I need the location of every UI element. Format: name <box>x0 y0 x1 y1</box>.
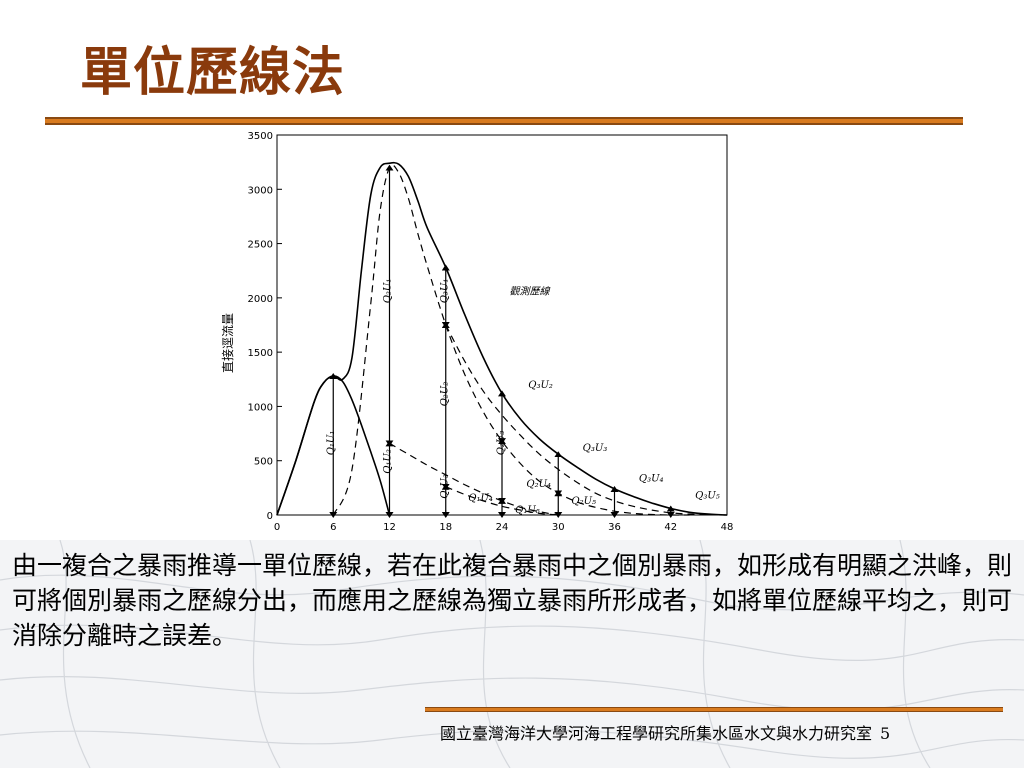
x-tick-label: 48 <box>721 522 734 533</box>
curve-annotations: 觀測歷線 Q₁U₁ Q₂U₁ Q₁U₂ Q₃U₁ Q₂U₂ Q₁U₃ Q₂U₃ Q₃U₂ Q₃U₃… <box>326 279 720 516</box>
curve-label: Q₃U₃ <box>583 443 608 454</box>
ordinate-arrows <box>329 164 675 518</box>
curve-label: Q₂U₄ <box>526 479 551 490</box>
x-tick-label: 36 <box>608 522 621 533</box>
footer-divider <box>425 707 1003 712</box>
component-label: Q₂U₁ <box>382 279 393 304</box>
curve-label: Q₂U₅ <box>571 496 596 507</box>
x-tick-label: 24 <box>496 522 509 533</box>
series-line <box>389 442 559 516</box>
x-axis-ticks: 0 6 12 18 24 30 36 42 48 <box>274 510 734 533</box>
curve-label: Q₃U₄ <box>639 473 664 484</box>
y-axis-ticks: 0 500 1000 1500 2000 2500 3000 3500 <box>248 131 282 522</box>
y-tick-label: 500 <box>254 457 273 468</box>
curve-label: Q₃U₅ <box>695 491 720 502</box>
footer-institution: 國立臺灣海洋大學河海工程學研究所集水區水文與水力研究室 <box>440 724 873 743</box>
series-group <box>276 161 728 516</box>
component-label: Q₂U₂ <box>440 382 451 407</box>
y-tick-label: 0 <box>267 511 273 522</box>
page-number: 5 <box>880 724 891 743</box>
slide-title: 單位歷線法 <box>80 42 346 103</box>
component-label: Q₁U₂ <box>382 449 393 474</box>
y-axis-label: 直接逕流量 <box>220 313 235 373</box>
y-tick-label: 2500 <box>248 240 273 251</box>
slide-body: 由一複合之暴雨推導一單位歷線，若在此複合暴雨中之個別暴雨，如形成有明顯之洪峰，則… <box>12 551 1013 650</box>
curve-label: Q₁U₅ <box>515 505 540 516</box>
title-divider <box>45 117 963 125</box>
series-line <box>276 161 728 516</box>
sketch-lines <box>0 540 1024 768</box>
x-tick-label: 0 <box>274 522 280 533</box>
series-line <box>445 324 728 516</box>
series-line <box>332 164 690 516</box>
y-tick-label: 1000 <box>248 402 273 413</box>
series-line <box>445 486 559 516</box>
background-sketch <box>0 540 1024 768</box>
y-tick-label: 1500 <box>248 348 273 359</box>
x-tick-label: 12 <box>383 522 396 533</box>
y-tick-label: 3500 <box>248 131 273 142</box>
component-label: Q₁U₃ <box>440 474 451 499</box>
x-tick-label: 42 <box>664 522 677 533</box>
curve-label: Q₃U₂ <box>528 380 553 391</box>
y-tick-label: 3000 <box>248 185 273 196</box>
slide-footer: 國立臺灣海洋大學河海工程學研究所集水區水文與水力研究室 5 <box>440 720 890 744</box>
component-label: Q₃U₁ <box>440 279 451 304</box>
curve-label: Q₁U₄ <box>468 493 493 504</box>
component-label: Q₁U₁ <box>326 431 337 456</box>
series-line <box>276 375 391 516</box>
x-tick-label: 30 <box>552 522 565 533</box>
x-tick-label: 6 <box>330 522 336 533</box>
hydrograph-chart: 直接逕流量 0 500 1000 1500 2000 2500 3000 3500 0 6 12 1… <box>220 131 734 533</box>
component-label: Q₂U₃ <box>496 431 507 456</box>
y-tick-label: 2000 <box>248 294 273 305</box>
curve-label: 觀測歷線 <box>510 286 551 298</box>
x-tick-label: 18 <box>439 522 452 533</box>
